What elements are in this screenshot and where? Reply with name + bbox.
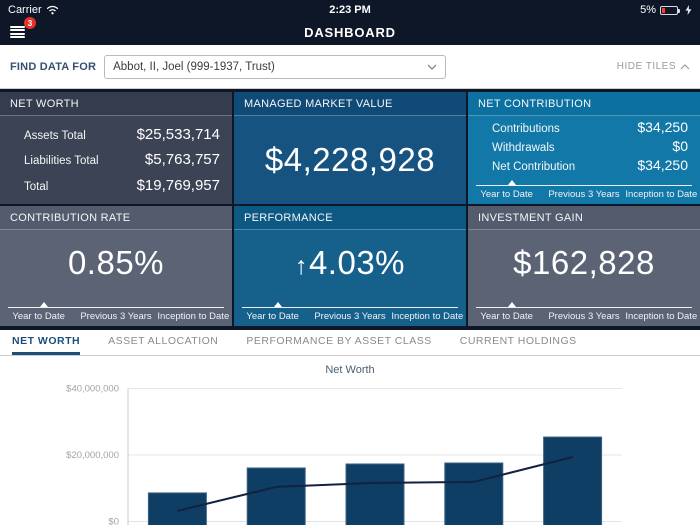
tile-title: NET CONTRIBUTION [468,92,700,116]
clock: 2:23 PM [329,4,371,16]
tab-performance-by-asset-class[interactable]: PERFORMANCE BY ASSET CLASS [246,335,432,347]
contributions-row: Contributions $34,250 [492,119,688,136]
menu-button[interactable]: 3 [10,17,36,40]
section-tab-bar: NET WORTH ASSET ALLOCATION PERFORMANCE B… [0,330,700,356]
chevron-up-icon [680,63,690,69]
svg-text:$20,000,000: $20,000,000 [66,450,119,461]
charging-bolt-icon [685,5,692,15]
tile-contribution-rate: CONTRIBUTION RATE 0.85% Year to Date Pre… [0,206,232,326]
tile-title: PERFORMANCE [234,206,466,230]
period-tab-bar: Year to Date Previous 3 Years Inception … [0,296,232,326]
liabilities-total-row: Liabilities Total $5,763,757 [24,151,220,169]
find-data-bar: FIND DATA FOR Abbot, II, Joel (999-1937,… [0,45,700,89]
hide-tiles-label: HIDE TILES [616,61,676,72]
net-contribution-rows: Contributions $34,250 Withdrawals $0 Net… [468,116,700,174]
menu-icon [10,26,25,38]
period-tab-previous-3-years[interactable]: Previous 3 Years [80,311,152,322]
period-tab-inception-to-date[interactable]: Inception to Date [391,311,464,322]
period-selected-pointer [507,302,516,307]
net-worth-rows: Assets Total $25,533,714 Liabilities Tot… [0,116,232,204]
status-bar: Carrier 2:23 PM 5% [0,0,700,20]
contribution-rate-value: 0.85% [67,244,165,281]
period-tab-previous-3-years[interactable]: Previous 3 Years [548,311,620,322]
carrier-label: Carrier [8,4,42,16]
chart-title: Net Worth [325,364,375,376]
nav-bar: DASHBOARD 3 [0,17,700,45]
tile-title: MANAGED MARKET VALUE [234,92,466,116]
total-row: Total $19,769,957 [24,176,220,194]
period-tab-previous-3-years[interactable]: Previous 3 Years [548,189,620,200]
tile-managed-market-value: MANAGED MARKET VALUE $4,228,928 [234,92,466,204]
period-tab-year-to-date[interactable]: Year to Date [480,311,533,322]
find-data-for-label: FIND DATA FOR [10,60,97,73]
tile-performance: PERFORMANCE ↑4.03% Year to Date Previous… [234,206,466,326]
summary-tiles-grid: NET WORTH Assets Total $25,533,714 Liabi… [0,89,700,330]
tab-current-holdings[interactable]: CURRENT HOLDINGS [459,335,577,347]
investment-gain-value: $162,828 [513,244,655,281]
period-selected-pointer [507,180,516,185]
tile-investment-gain: INVESTMENT GAIN $162,828 Year to Date Pr… [468,206,700,326]
period-tab-bar: Year to Date Previous 3 Years Inception … [468,296,700,326]
period-selected-pointer [39,302,48,307]
up-arrow-icon: ↑ [294,252,308,280]
period-tab-year-to-date[interactable]: Year to Date [246,311,299,322]
performance-value: ↑4.03% [294,244,406,281]
assets-total-row: Assets Total $25,533,714 [24,126,220,144]
battery-percent-label: 5% [640,4,656,16]
managed-market-value: $4,228,928 [264,141,436,178]
period-tab-inception-to-date[interactable]: Inception to Date [625,189,698,200]
period-tab-bar: Year to Date Previous 3 Years Inception … [234,296,466,326]
period-selected-pointer [273,302,282,307]
tab-net-worth[interactable]: NET WORTH [12,330,81,355]
battery-level-fill [662,7,665,13]
net-worth-chart-section: Net Worth $40,000,000 $20,000,000 $0 [0,356,700,525]
net-worth-chart: $40,000,000 $20,000,000 $0 [66,384,622,525]
notification-badge: 3 [24,17,36,29]
period-tab-inception-to-date[interactable]: Inception to Date [157,311,230,322]
tile-net-worth: NET WORTH Assets Total $25,533,714 Liabi… [0,92,232,204]
withdrawals-row: Withdrawals $0 [492,137,688,154]
svg-text:$40,000,000: $40,000,000 [66,384,119,395]
period-tab-inception-to-date[interactable]: Inception to Date [625,311,698,322]
client-select-dropdown[interactable]: Abbot, II, Joel (999-1937, Trust) [104,54,447,79]
battery-icon [660,5,680,15]
net-contribution-row: Net Contribution $34,250 [492,156,688,173]
wifi-icon [46,5,58,15]
period-tab-year-to-date[interactable]: Year to Date [12,311,65,322]
client-select-value: Abbot, II, Joel (999-1937, Trust) [113,60,275,73]
period-tab-bar: Year to Date Previous 3 Years Inception … [468,174,700,204]
svg-text:$0: $0 [108,517,119,525]
tile-net-contribution: NET CONTRIBUTION Contributions $34,250 W… [468,92,700,204]
chevron-down-icon [427,64,437,70]
tile-title: NET WORTH [0,92,232,116]
tab-asset-allocation[interactable]: ASSET ALLOCATION [108,335,219,347]
period-tab-year-to-date[interactable]: Year to Date [480,189,533,200]
page-title: DASHBOARD [304,25,396,40]
tile-title: CONTRIBUTION RATE [0,206,232,230]
period-tab-previous-3-years[interactable]: Previous 3 Years [314,311,386,322]
hide-tiles-button[interactable]: HIDE TILES [617,61,690,72]
tile-title: INVESTMENT GAIN [468,206,700,230]
